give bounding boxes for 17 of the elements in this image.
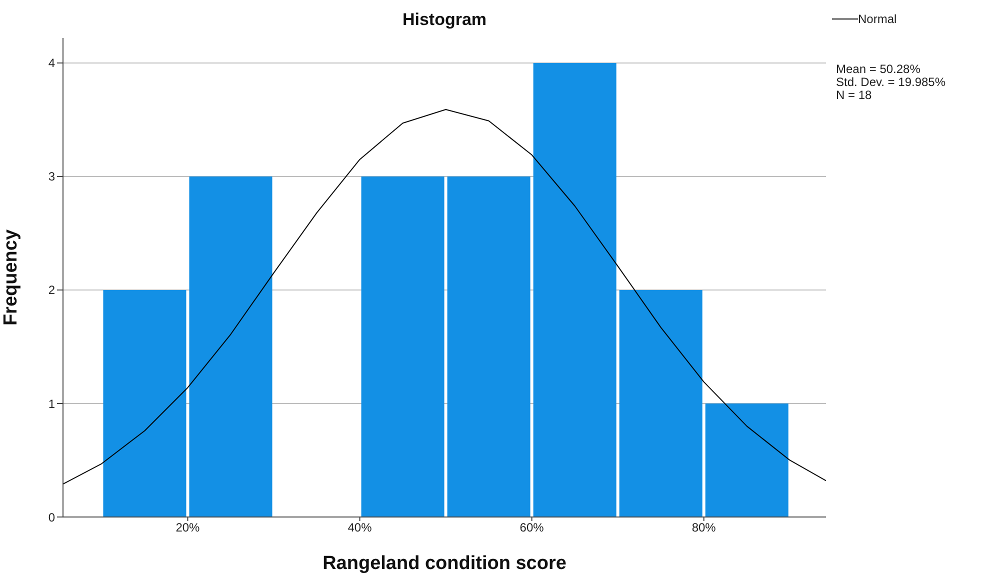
y-tick-label: 4	[48, 56, 56, 70]
y-tick-label: 1	[48, 396, 56, 411]
text: N = 18	[836, 88, 873, 102]
text: Mean = 50.28%	[836, 62, 922, 76]
y-tick-label: 0	[48, 510, 56, 524]
x-axis-title: Rangeland condition score	[322, 553, 566, 574]
x-tick-label: 80%	[692, 520, 716, 535]
chart-title: Histogram	[401, 10, 488, 30]
y-tick-label: 3	[48, 170, 56, 184]
text: Std. Dev. = 19.985%	[836, 75, 946, 89]
legend-label: Normal	[858, 12, 897, 26]
x-tick-label: 40%	[348, 520, 372, 535]
y-axis-title: Frequency	[0, 229, 22, 326]
x-tick-label: 60%	[520, 520, 544, 535]
y-tick-label: 2	[48, 283, 56, 298]
line-series	[63, 109, 826, 485]
x-tick-label: 20%	[176, 520, 200, 535]
